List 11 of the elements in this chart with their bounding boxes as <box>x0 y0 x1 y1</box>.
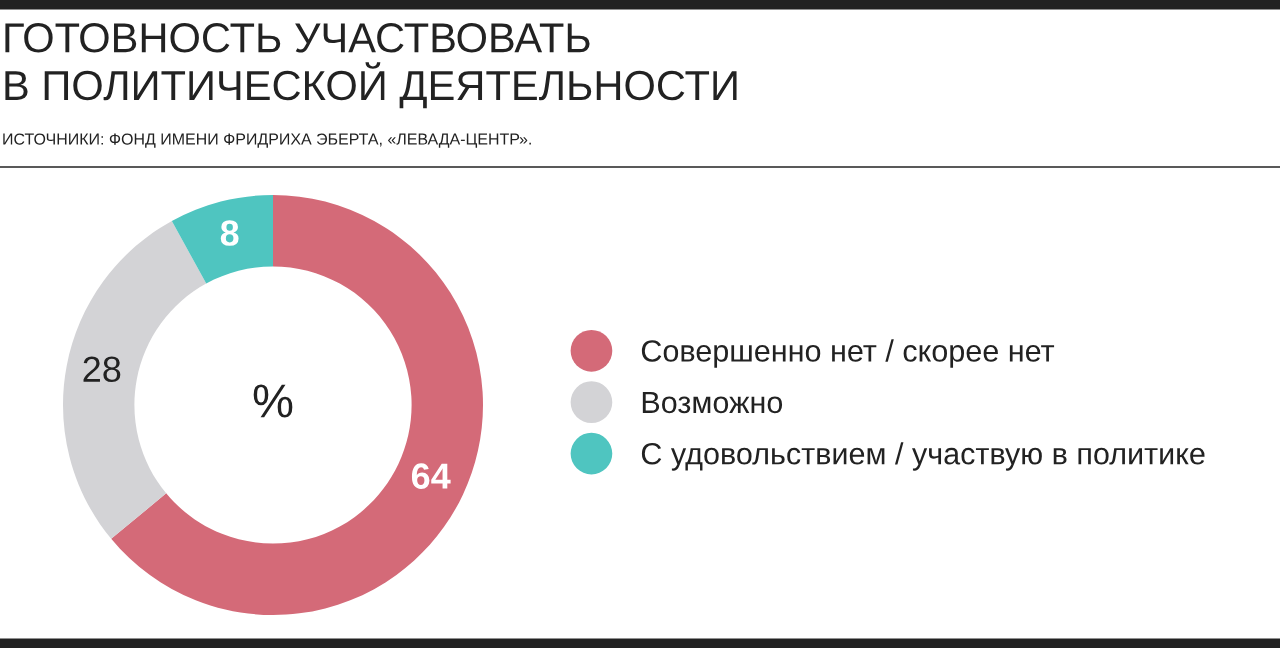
data-label: 8 <box>220 220 239 246</box>
text: % <box>253 384 293 418</box>
donut-slice <box>171 195 273 284</box>
legend-label: С удовольствием / участвую в политике <box>641 442 1205 471</box>
data-label: 64 <box>411 463 451 489</box>
donut-slice <box>63 220 207 539</box>
data-label: 28 <box>83 356 121 383</box>
legend-label: Совершенно нет / скорее нет <box>641 339 1055 368</box>
chart-subtitle: ИСТОЧНИКИ: ФОНД ИМЕНИ ФРИДРИХА ЭБЕРТА, «ЛЕВАДА-ЦЕНТР». <box>3 133 531 148</box>
legend-label: Возможно <box>642 391 783 414</box>
chart-title: ГОТОВНОСТЬ УЧАСТВОВАТЬ В ПОЛИТИЧЕСКОЙ ДЕЯТЕЛЬНОСТИ <box>5 23 737 109</box>
